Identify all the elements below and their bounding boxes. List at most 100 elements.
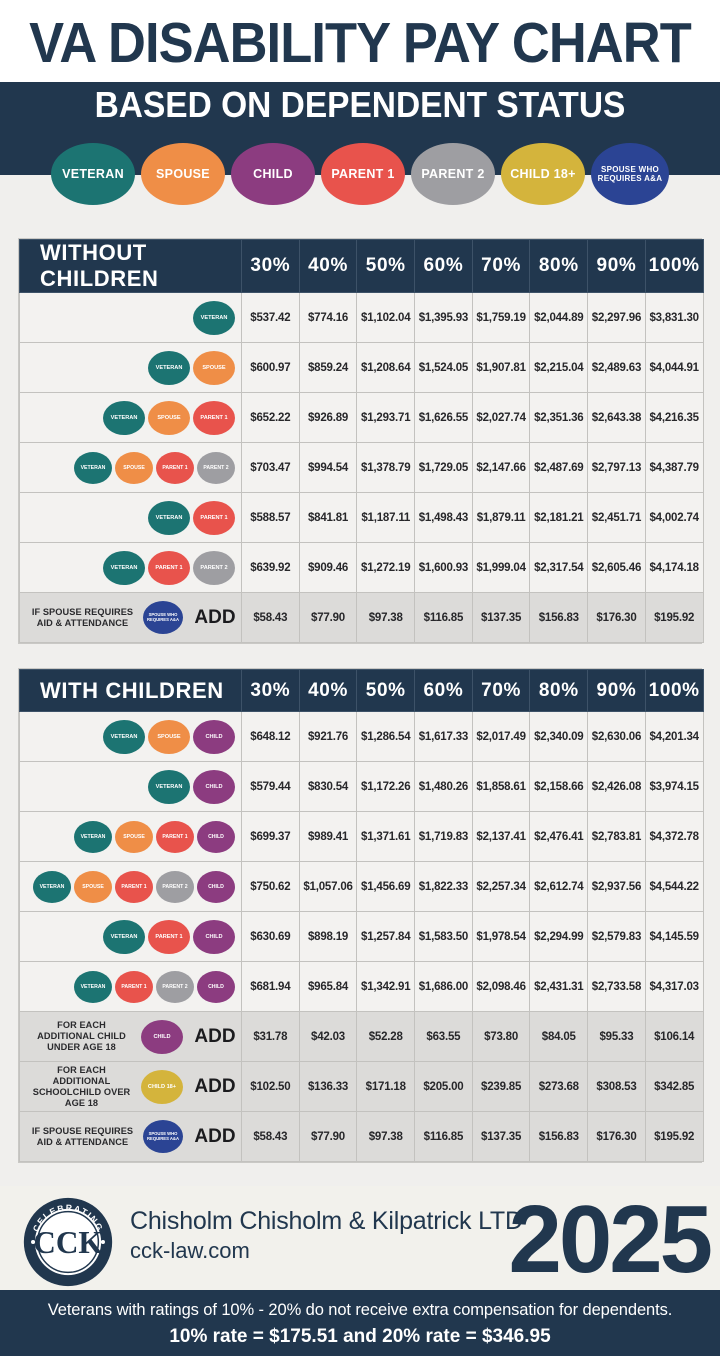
rate-cell: $137.35	[471, 592, 531, 643]
column-header-50pct: 50%	[356, 239, 416, 293]
dot-veteran-icon: VETERAN	[74, 970, 112, 1003]
dot-spouse-icon: SPOUSE	[193, 350, 235, 385]
rate-cell: $2,476.41	[529, 811, 589, 862]
rate-cell: $2,215.04	[529, 342, 589, 393]
rate-cell: $1,257.84	[356, 911, 416, 962]
rate-cell: $4,544.22	[644, 861, 704, 912]
add-row-description: IF SPOUSE REQUIRES AID & ATTENDANCE	[31, 606, 134, 628]
rate-cell: $2,027.74	[471, 392, 531, 443]
legend-chip-parent1: PARENT 1	[321, 143, 405, 205]
rate-cell: $639.92	[241, 542, 300, 593]
rate-cell: $63.55	[414, 1011, 473, 1062]
rate-cell: $750.62	[241, 861, 300, 912]
year-label: 2025	[508, 1186, 713, 1293]
rate-cell: $1,342.91	[356, 961, 416, 1012]
rate-cell: $2,340.09	[529, 711, 589, 762]
dot-parent1-icon: PARENT 1	[115, 870, 153, 903]
add-row-description: IF SPOUSE REQUIRES AID & ATTENDANCE	[31, 1125, 134, 1147]
dependent-combo-cell: VETERAN PARENT 1 CHILD	[19, 911, 242, 962]
dependent-combo-cell: VETERAN PARENT 1 PARENT 2	[19, 542, 242, 593]
rate-cell: $4,044.91	[644, 342, 704, 393]
rate-cell: $239.85	[471, 1061, 531, 1112]
dot-veteran-icon: VETERAN	[33, 870, 71, 903]
rate-cell: $273.68	[529, 1061, 589, 1112]
column-header-40pct: 40%	[298, 669, 358, 712]
rate-cell: $2,579.83	[587, 911, 646, 962]
rate-cell: $2,017.49	[471, 711, 531, 762]
rate-cell: $588.57	[241, 492, 300, 543]
dependent-combo-cell: VETERAN SPOUSE	[19, 342, 242, 393]
dot-veteran-icon: VETERAN	[193, 300, 235, 335]
dot-spouse-icon: SPOUSE	[74, 870, 112, 903]
rate-cell: $2,257.34	[471, 861, 531, 912]
dot-spouse_aaa-icon: SPOUSE WHO REQUIRES A&A	[143, 1120, 183, 1153]
dot-parent1-icon: PARENT 1	[156, 451, 194, 484]
dot-parent2-icon: PARENT 2	[197, 451, 235, 484]
dot-spouse-icon: SPOUSE	[148, 400, 190, 435]
rate-cell: $4,216.35	[644, 392, 704, 443]
rate-cell: $2,797.13	[587, 442, 646, 493]
rate-cell: $1,498.43	[414, 492, 473, 543]
rate-cell: $1,686.00	[414, 961, 473, 1012]
rate-cell: $2,783.81	[587, 811, 646, 862]
rate-cell: $1,480.26	[414, 761, 473, 812]
dot-spouse-icon: SPOUSE	[115, 451, 153, 484]
table-title: WITHOUT CHILDREN	[19, 239, 242, 293]
rate-cell: $774.16	[298, 292, 358, 343]
rate-cell: $2,294.99	[529, 911, 589, 962]
legend-chip-spouse_aaa: SPOUSE WHO REQUIRES A&A	[591, 143, 669, 205]
column-header-90pct: 90%	[587, 669, 646, 712]
rate-cell: $2,612.74	[529, 861, 589, 912]
add-row-description: FOR EACH ADDITIONAL CHILD UNDER AGE 18	[37, 1020, 126, 1052]
rate-cell: $898.19	[298, 911, 358, 962]
rate-cell: $106.14	[644, 1011, 704, 1062]
table-row: VETERAN PARENT 1 $588.57 $841.81 $1,187.11 $1…	[19, 492, 704, 543]
cck-logo-icon: CCK CELEBRATING 25 YEARS	[23, 1197, 113, 1287]
rate-cell: $965.84	[298, 961, 358, 1012]
table-row: VETERAN $537.42 $774.16 $1,102.04 $1,395.93 $…	[19, 292, 704, 343]
rate-cell: $2,733.58	[587, 961, 646, 1012]
rate-cell: $156.83	[529, 1111, 589, 1162]
add-label: ADD	[194, 1025, 236, 1047]
rate-cell: $195.92	[644, 1111, 704, 1162]
rate-cell: $1,057.06	[298, 861, 358, 912]
rate-cell: $84.05	[529, 1011, 589, 1062]
table-row: VETERAN PARENT 1 PARENT 2 CHILD $681.94 $965.…	[19, 961, 704, 1012]
dot-child18-icon: CHILD 18+	[141, 1069, 183, 1104]
table-row: VETERAN SPOUSE PARENT 1 $652.22 $926.89 $1,29…	[19, 392, 704, 443]
rate-cell: $116.85	[414, 1111, 473, 1162]
column-header-30pct: 30%	[241, 669, 300, 712]
dot-child-icon: CHILD	[193, 919, 235, 954]
rate-cell: $95.33	[587, 1011, 646, 1062]
rate-cell: $205.00	[414, 1061, 473, 1112]
add-row-label-cell: IF SPOUSE REQUIRES AID & ATTENDANCE SPOUS…	[19, 592, 242, 643]
dot-child-icon: CHILD	[197, 970, 235, 1003]
rate-cell: $2,937.56	[587, 861, 646, 912]
column-header-100pct: 100%	[644, 669, 704, 712]
rate-cell: $1,371.61	[356, 811, 416, 862]
rate-cell: $116.85	[414, 592, 473, 643]
dependent-combo-cell: VETERAN SPOUSE PARENT 1 PARENT 2 CHILD	[19, 861, 242, 912]
column-header-40pct: 40%	[298, 239, 358, 293]
add-label: ADD	[194, 1075, 236, 1097]
dot-spouse-icon: SPOUSE	[148, 719, 190, 754]
table-row: VETERAN PARENT 1 CHILD $630.69 $898.19 $1,257…	[19, 911, 704, 962]
rate-cell: $77.90	[298, 1111, 358, 1162]
rate-cell: $176.30	[587, 592, 646, 643]
rate-cell: $58.43	[241, 1111, 300, 1162]
table-row: FOR EACH ADDITIONAL CHILD UNDER AGE 18 CH…	[19, 1011, 704, 1062]
rate-cell: $3,831.30	[644, 292, 704, 343]
rate-cell: $1,395.93	[414, 292, 473, 343]
add-row-label-cell: FOR EACH ADDITIONAL SCHOOLCHILD OVER AGE…	[19, 1061, 242, 1112]
rate-cell: $1,879.11	[471, 492, 531, 543]
rate-cell: $4,145.59	[644, 911, 704, 962]
rate-cell: $2,317.54	[529, 542, 589, 593]
dependent-combo-cell: VETERAN SPOUSE PARENT 1 CHILD	[19, 811, 242, 862]
rate-cell: $1,729.05	[414, 442, 473, 493]
rate-cell: $2,451.71	[587, 492, 646, 543]
rate-cell: $2,158.66	[529, 761, 589, 812]
firm-website[interactable]: cck-law.com	[130, 1238, 250, 1263]
rate-cell: $4,387.79	[644, 442, 704, 493]
firm-name: Chisholm Chisholm & Kilpatrick LTD	[130, 1207, 523, 1235]
